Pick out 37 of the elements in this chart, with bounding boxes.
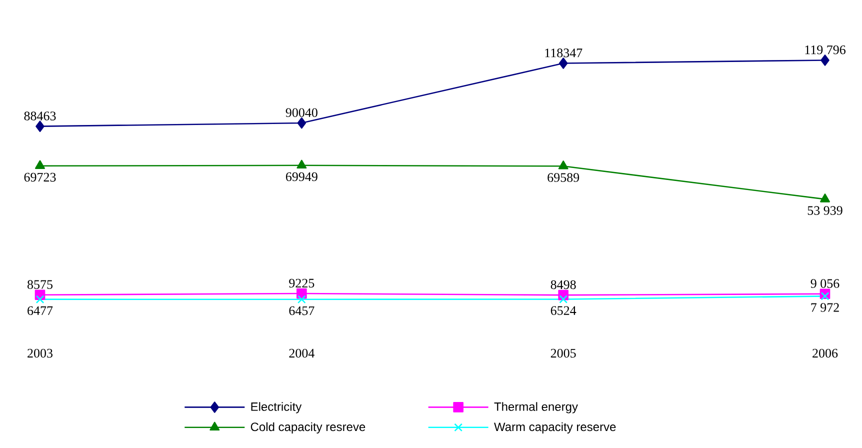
- point: [558, 58, 568, 69]
- data-label: 69949: [286, 172, 318, 182]
- point: [558, 160, 568, 170]
- data-label: 9225: [289, 278, 314, 288]
- x-tick-label: 2003: [28, 348, 52, 358]
- data-label: 6524: [550, 306, 576, 315]
- data-label: 69589: [548, 173, 580, 182]
- data-label: 88463: [24, 112, 56, 120]
- data-label: 69723: [24, 172, 56, 182]
- point: [297, 295, 306, 304]
- x-tick-label: 2006: [812, 348, 838, 358]
- data-label: 8575: [28, 280, 52, 289]
- point: [36, 120, 44, 132]
- point: [35, 160, 45, 170]
- point: [559, 295, 568, 304]
- data-label: 6477: [28, 306, 53, 316]
- point: [820, 54, 830, 66]
- data-label: 118347: [545, 48, 582, 58]
- data-label: 8498: [550, 280, 576, 290]
- data-label: 90040: [286, 108, 318, 118]
- point: [36, 295, 44, 304]
- data-label: 119 796: [805, 45, 846, 54]
- x-tick-label: 2005: [550, 348, 576, 358]
- point: [820, 292, 830, 300]
- point: [296, 288, 307, 299]
- point: [296, 160, 307, 169]
- legend-label: Cold capacity resreve: [250, 422, 366, 434]
- data-label: 9 056: [810, 279, 840, 288]
- x-tick-label: 2004: [289, 348, 314, 358]
- data-label: 53 939: [808, 206, 842, 215]
- point: [820, 194, 830, 202]
- legend-label: Electricity: [251, 402, 302, 414]
- data-label: 7 972: [811, 303, 839, 312]
- legend-label: Thermal energy: [494, 402, 578, 414]
- legend-label: Warm capacity reserve: [494, 422, 616, 434]
- data-label: 6457: [289, 306, 314, 316]
- point: [297, 117, 306, 129]
